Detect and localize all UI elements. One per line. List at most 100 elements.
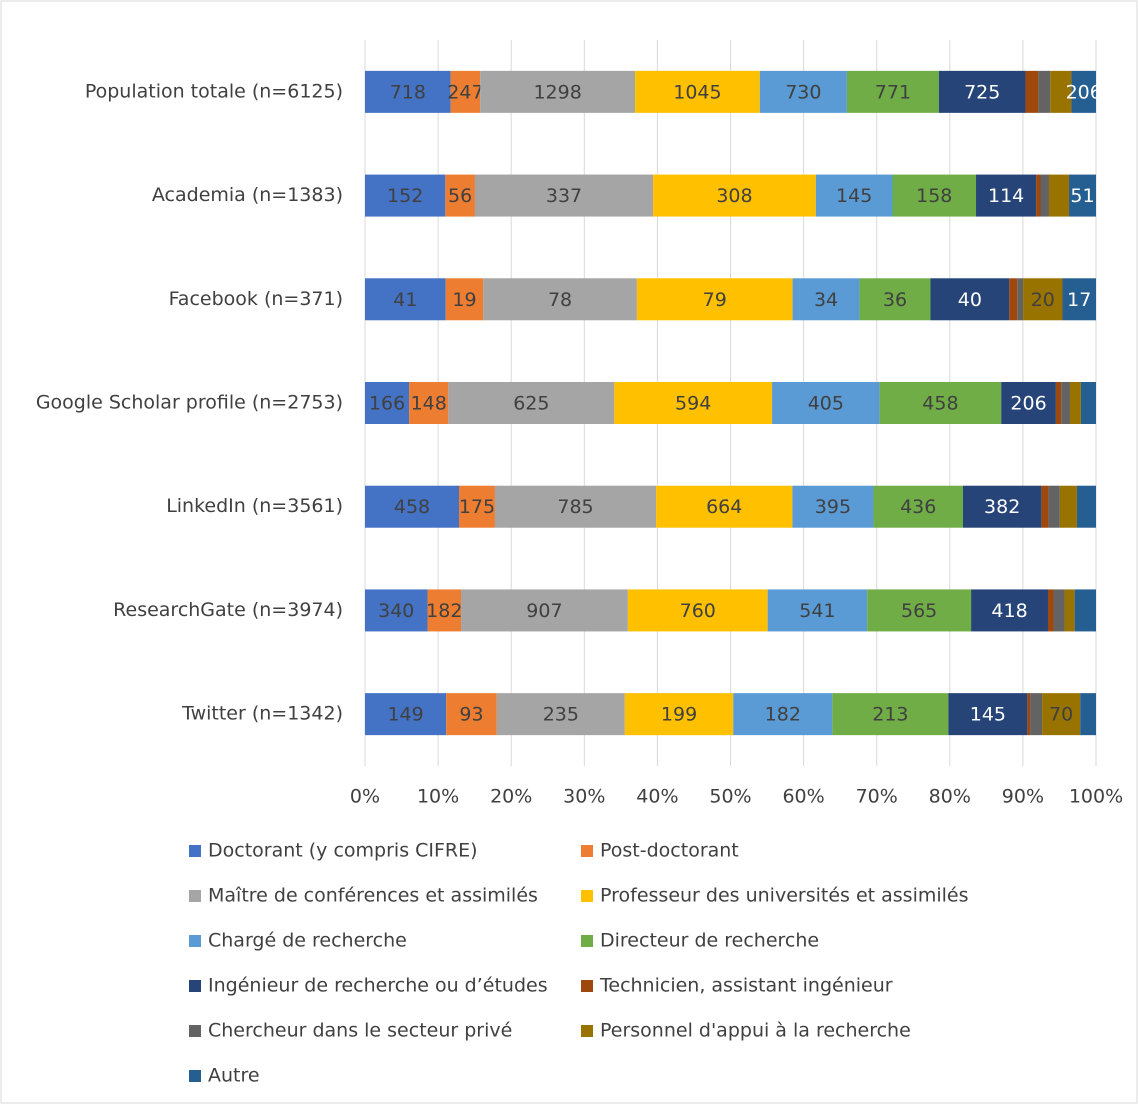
bar-segment — [365, 485, 460, 528]
bar-segment — [365, 693, 447, 736]
y-tick-label: Google Scholar profile (n=2753) — [36, 392, 343, 414]
x-tick-label: 90% — [1002, 786, 1044, 808]
data-label: 56 — [448, 185, 472, 207]
legend-label: Chercheur dans le secteur privé — [208, 1020, 512, 1042]
bar-segment — [636, 278, 793, 321]
y-tick-label: Twitter (n=1342) — [181, 703, 343, 725]
data-label: 247 — [447, 81, 483, 103]
bar-segment — [873, 485, 963, 528]
bar-segment — [365, 278, 446, 321]
bar-segment — [1080, 693, 1096, 736]
bar-segment — [1001, 382, 1056, 424]
data-label: 78 — [548, 289, 572, 311]
bar-segment — [846, 70, 939, 113]
data-label: 199 — [661, 704, 697, 726]
legend-swatch — [581, 980, 593, 992]
bar-segment — [450, 70, 481, 113]
y-tick-label: ResearchGate (n=3974) — [113, 599, 343, 621]
bar-segment — [1025, 70, 1039, 113]
y-tick-label: Facebook (n=371) — [169, 288, 343, 310]
legend-swatch — [189, 1025, 201, 1037]
data-label: 337 — [546, 185, 582, 207]
data-label: 458 — [394, 496, 430, 518]
x-tick-label: 60% — [782, 786, 824, 808]
bar-segment — [483, 278, 637, 321]
data-label: 213 — [872, 704, 908, 726]
legend-swatch — [581, 935, 593, 947]
bar-segment — [635, 70, 760, 113]
data-label: 182 — [426, 600, 462, 622]
data-label: 730 — [785, 81, 821, 103]
data-label: 625 — [513, 393, 549, 415]
x-tick-label: 100% — [1069, 786, 1123, 808]
x-tick-label: 70% — [856, 786, 898, 808]
legend-label: Autre — [208, 1065, 260, 1087]
bar-segment — [1059, 485, 1077, 528]
bar-segment — [1055, 382, 1062, 424]
legend-label: Doctorant (y compris CIFRE) — [208, 840, 478, 862]
data-label: 235 — [543, 704, 579, 726]
bar-segment — [365, 589, 428, 632]
bar-segment — [624, 693, 734, 736]
y-tick-label: LinkedIn (n=3561) — [166, 495, 343, 517]
legend-swatch — [581, 890, 593, 902]
bar-segment — [365, 70, 451, 113]
data-label: 760 — [680, 600, 716, 622]
bar-segment — [1027, 693, 1031, 736]
bar-segment — [1064, 589, 1075, 632]
data-label: 145 — [836, 185, 872, 207]
bar-segment — [1048, 485, 1060, 528]
data-label: 594 — [675, 393, 711, 415]
x-tick-label: 50% — [709, 786, 751, 808]
data-label: 182 — [765, 704, 801, 726]
legend-swatch — [189, 845, 201, 857]
y-tick-label: Academia (n=1383) — [152, 184, 343, 206]
data-label: 907 — [526, 600, 562, 622]
data-label: 206 — [1066, 81, 1102, 103]
bar-segment — [930, 278, 1010, 321]
data-label: 36 — [883, 289, 907, 311]
bar-segment — [772, 382, 880, 424]
bar-segment — [1069, 174, 1096, 217]
data-label: 93 — [459, 704, 483, 726]
data-label: 17 — [1067, 289, 1091, 311]
bar-segment — [365, 174, 446, 217]
data-label: 1298 — [533, 81, 581, 103]
legend-label: Technicien, assistant ingénieur — [599, 975, 893, 997]
data-label: 20 — [1031, 289, 1055, 311]
data-label: 1045 — [673, 81, 721, 103]
bar-segment — [1040, 174, 1049, 217]
data-label: 148 — [411, 393, 447, 415]
data-label: 114 — [988, 185, 1024, 207]
bar-segment — [627, 589, 768, 632]
data-label: 565 — [901, 600, 937, 622]
data-label: 340 — [378, 600, 414, 622]
data-label: 41 — [393, 289, 417, 311]
bar-segment — [448, 382, 615, 424]
data-label: 308 — [716, 185, 752, 207]
data-label: 718 — [390, 81, 426, 103]
data-label: 34 — [814, 289, 838, 311]
data-label: 458 — [922, 393, 958, 415]
legend-label: Maître de conférences et assimilés — [208, 885, 538, 907]
data-label: 725 — [964, 81, 1000, 103]
data-label: 785 — [557, 496, 593, 518]
bar-segment — [446, 693, 497, 736]
bar-segment — [867, 589, 972, 632]
bar-segment — [614, 382, 773, 424]
bar-segment — [815, 174, 893, 217]
bar-segment — [976, 174, 1037, 217]
bar-segment — [1009, 278, 1018, 321]
bar-segment — [656, 485, 793, 528]
data-label: 19 — [452, 289, 476, 311]
legend-label: Ingénieur de recherche ou d’études — [208, 975, 548, 997]
x-tick-label: 30% — [563, 786, 605, 808]
bar-segment — [409, 382, 449, 424]
bar-segment — [1017, 278, 1024, 321]
bar-segment — [494, 485, 657, 528]
bar-segment — [879, 382, 1002, 424]
bar-segment — [1062, 278, 1096, 321]
legend-swatch — [581, 845, 593, 857]
